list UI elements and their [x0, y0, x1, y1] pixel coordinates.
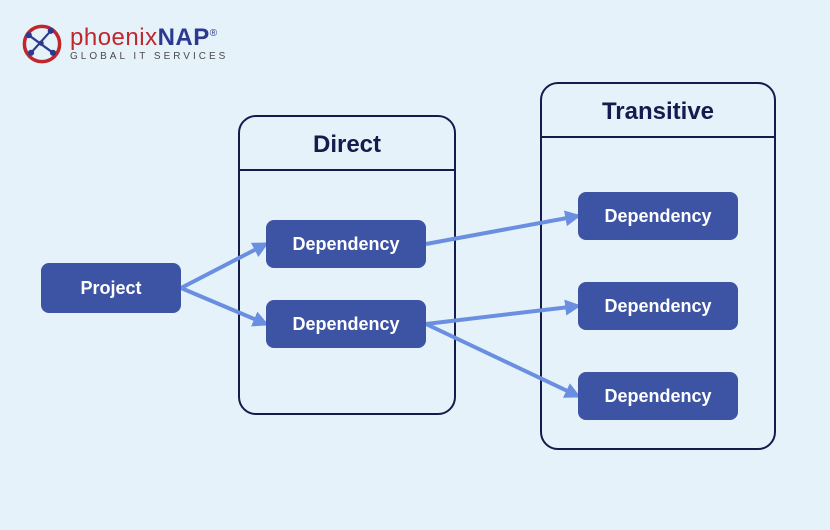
- node-label: Dependency: [604, 386, 711, 407]
- node-project: Project: [41, 263, 181, 313]
- group-divider: [542, 136, 774, 138]
- registered-mark: ®: [210, 28, 218, 39]
- group-transitive-title: Transitive: [542, 84, 774, 136]
- node-label: Dependency: [292, 234, 399, 255]
- globe-icon: [20, 22, 64, 66]
- node-direct-dependency: Dependency: [266, 220, 426, 268]
- brand-tagline: GLOBAL IT SERVICES: [70, 52, 228, 62]
- group-direct-title: Direct: [240, 117, 454, 169]
- node-label: Project: [80, 278, 141, 299]
- group-divider: [240, 169, 454, 171]
- brand-name: phoenixNAP®: [70, 26, 228, 50]
- node-label: Dependency: [292, 314, 399, 335]
- node-transitive-dependency: Dependency: [578, 282, 738, 330]
- node-transitive-dependency: Dependency: [578, 372, 738, 420]
- brand-part1: phoenix: [70, 24, 158, 51]
- diagram-canvas: phoenixNAP® GLOBAL IT SERVICES Direct Tr…: [0, 0, 830, 530]
- brand-part2: NAP: [158, 24, 210, 51]
- brand-logo: phoenixNAP® GLOBAL IT SERVICES: [20, 22, 228, 66]
- node-direct-dependency: Dependency: [266, 300, 426, 348]
- node-label: Dependency: [604, 296, 711, 317]
- node-transitive-dependency: Dependency: [578, 192, 738, 240]
- node-label: Dependency: [604, 206, 711, 227]
